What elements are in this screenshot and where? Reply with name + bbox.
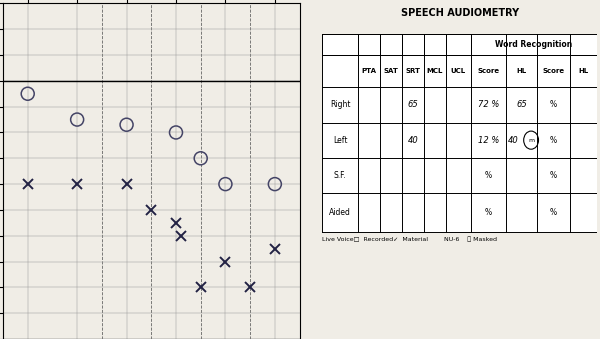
Text: 65: 65 (516, 100, 527, 109)
Text: HL: HL (517, 68, 527, 74)
Text: SRT: SRT (406, 68, 421, 74)
Text: %: % (485, 208, 492, 217)
Text: Right: Right (330, 100, 350, 109)
Text: MCL: MCL (427, 68, 443, 74)
Text: Word Recognition: Word Recognition (495, 40, 572, 49)
Text: %: % (550, 100, 557, 109)
Text: 40: 40 (407, 136, 418, 145)
Text: SAT: SAT (383, 68, 398, 74)
Text: S.F.: S.F. (334, 171, 347, 180)
Bar (322, 34, 597, 232)
Text: Aided: Aided (329, 208, 351, 217)
Bar (322, 34, 470, 55)
Text: m: m (528, 138, 534, 143)
Text: 65: 65 (407, 100, 418, 109)
Text: %: % (550, 136, 557, 145)
Text: Left: Left (333, 136, 347, 145)
Text: %: % (550, 208, 557, 217)
Text: %: % (485, 171, 492, 180)
Text: SPEECH AUDIOMETRY: SPEECH AUDIOMETRY (401, 8, 519, 18)
Text: 72 %: 72 % (478, 100, 499, 109)
Text: %: % (550, 171, 557, 180)
Text: UCL: UCL (451, 68, 466, 74)
Text: 40: 40 (508, 136, 518, 145)
Text: HL: HL (578, 68, 589, 74)
Text: 12 %: 12 % (478, 136, 499, 145)
Text: Score: Score (542, 68, 564, 74)
Text: Score: Score (478, 68, 500, 74)
Text: PTA: PTA (362, 68, 377, 74)
Text: Live Voice□  Recorded✓  Material        NU-6    ⓜ Masked: Live Voice□ Recorded✓ Material NU-6 ⓜ Ma… (322, 237, 497, 242)
